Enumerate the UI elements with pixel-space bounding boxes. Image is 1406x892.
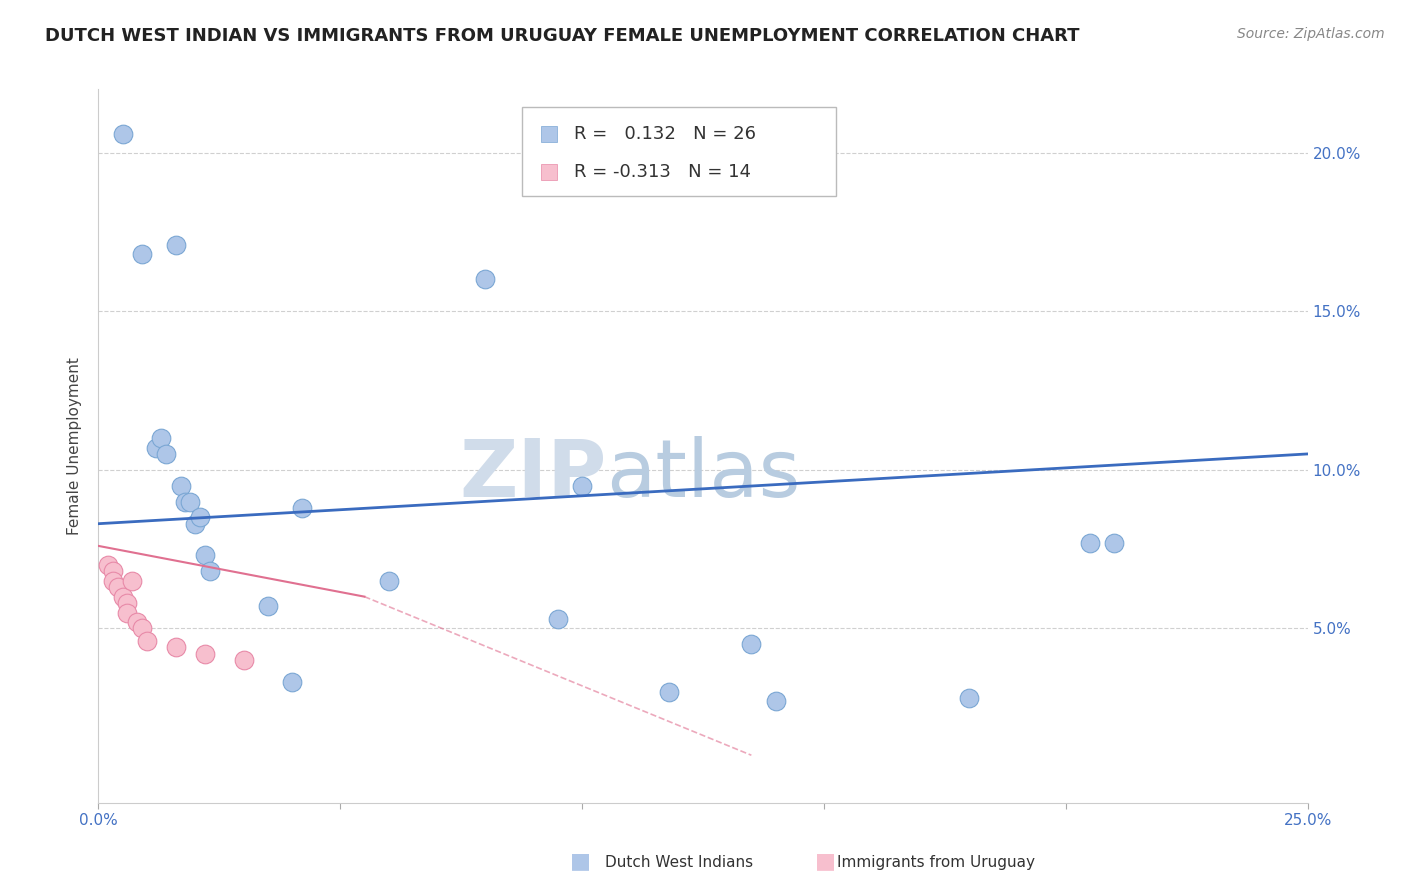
Point — [184, 516, 207, 531]
Point — [101, 574, 124, 588]
FancyBboxPatch shape — [522, 107, 837, 196]
Text: DUTCH WEST INDIAN VS IMMIGRANTS FROM URUGUAY FEMALE UNEMPLOYMENT CORRELATION CHA: DUTCH WEST INDIAN VS IMMIGRANTS FROM URU… — [45, 27, 1080, 45]
Point — [117, 606, 139, 620]
Point — [474, 272, 496, 286]
Point — [131, 621, 153, 635]
Point — [145, 441, 167, 455]
Y-axis label: Female Unemployment: Female Unemployment — [67, 357, 83, 535]
Point — [127, 615, 149, 629]
Point — [232, 653, 254, 667]
Point — [256, 599, 278, 614]
Point — [198, 564, 221, 578]
Point — [111, 127, 134, 141]
Point — [290, 500, 312, 515]
Point — [101, 564, 124, 578]
Point — [169, 478, 191, 492]
Point — [188, 510, 211, 524]
Text: R =   0.132   N = 26: R = 0.132 N = 26 — [574, 125, 755, 143]
Point — [165, 640, 187, 655]
Text: ■: ■ — [815, 851, 837, 871]
Point — [135, 634, 157, 648]
Point — [194, 549, 217, 563]
Point — [131, 247, 153, 261]
Point — [155, 447, 177, 461]
Text: ■: ■ — [569, 851, 591, 871]
Point — [150, 431, 173, 445]
Point — [97, 558, 120, 572]
Point — [957, 691, 980, 706]
Point — [1102, 535, 1125, 549]
Point — [377, 574, 399, 588]
Point — [281, 675, 304, 690]
Point — [165, 237, 187, 252]
Point — [194, 647, 217, 661]
Point — [121, 574, 143, 588]
Point — [179, 494, 201, 508]
Point — [765, 694, 787, 708]
Text: R = -0.313   N = 14: R = -0.313 N = 14 — [574, 163, 751, 181]
Point — [107, 580, 129, 594]
Point — [111, 590, 134, 604]
Point — [174, 494, 197, 508]
Point — [1078, 535, 1101, 549]
Text: Dutch West Indians: Dutch West Indians — [605, 855, 752, 870]
Point — [658, 685, 681, 699]
Point — [740, 637, 762, 651]
Point — [571, 478, 593, 492]
Text: Immigrants from Uruguay: Immigrants from Uruguay — [837, 855, 1035, 870]
Text: Source: ZipAtlas.com: Source: ZipAtlas.com — [1237, 27, 1385, 41]
Point — [547, 612, 569, 626]
Point — [117, 596, 139, 610]
Text: ZIP: ZIP — [458, 435, 606, 514]
Text: atlas: atlas — [606, 435, 800, 514]
